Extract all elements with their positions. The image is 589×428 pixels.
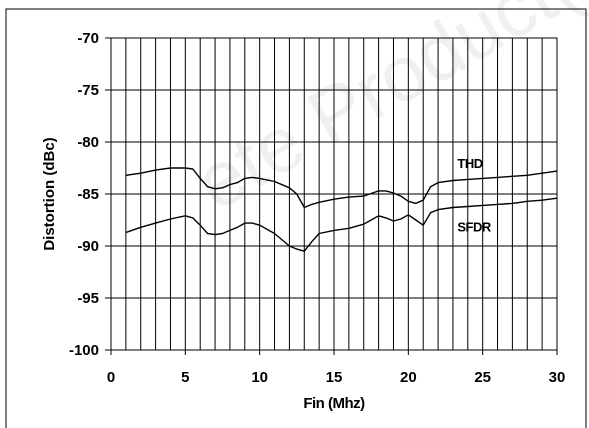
- figure-frame: [5, 8, 587, 428]
- y-tick-label: -95: [77, 290, 99, 307]
- x-tick-label: 10: [251, 369, 268, 386]
- x-tick-label: 5: [181, 369, 189, 386]
- series-line-thd: [125, 167, 558, 209]
- y-axis-title: Distortion (dBc): [41, 137, 58, 250]
- series-layer: THD SFDR: [125, 156, 558, 252]
- x-axis-title: Fin (Mhz): [303, 395, 365, 412]
- x-tick-label: 0: [107, 369, 115, 386]
- x-tick-label: 20: [400, 369, 417, 386]
- y-tick-label: -85: [77, 186, 99, 203]
- series-line-sfdr: [125, 197, 558, 252]
- x-tick-label: 25: [474, 369, 491, 386]
- y-tick-label: -75: [77, 82, 99, 99]
- y-tick-label: -70: [77, 30, 99, 47]
- series-label-thd: THD: [457, 156, 482, 171]
- x-tick-label: 30: [549, 369, 566, 386]
- series-label-sfdr: SFDR: [457, 219, 492, 234]
- y-tick-label: -90: [77, 238, 99, 255]
- tick-labels: -70 -75 -80 -85 -90 -95 -100 0 5 10 15 20 25 30: [69, 30, 565, 386]
- y-tick-label: -80: [77, 134, 99, 151]
- grid: [111, 38, 557, 350]
- x-tick-label: 15: [326, 369, 343, 386]
- y-tick-label: -100: [69, 342, 99, 359]
